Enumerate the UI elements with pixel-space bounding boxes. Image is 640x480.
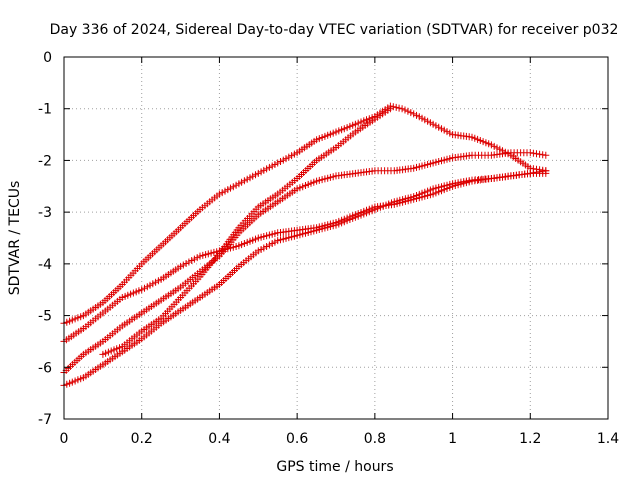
y-tick-label: -7	[38, 412, 52, 428]
grid	[64, 57, 608, 419]
x-tick-label: 0	[60, 431, 69, 447]
y-tick-label: 0	[43, 50, 52, 66]
x-tick-label: 1.2	[519, 431, 541, 447]
chart-title: Day 336 of 2024, Sidereal Day-to-day VTE…	[50, 22, 619, 38]
x-tick-label: 0.4	[208, 431, 230, 447]
y-tick-label: -6	[38, 360, 52, 376]
x-axis-title: GPS time / hours	[276, 459, 393, 475]
x-tick-label: 1.4	[597, 431, 619, 447]
axis-ticks: 0 0.2 0.4 0.6 0.8 1 1.2 1.4 0 -1 -2 -3 -4 -5 -6 -7	[38, 50, 619, 447]
x-tick-label: 0.8	[364, 431, 386, 447]
data-marks	[60, 102, 550, 389]
plot-frame	[63, 56, 609, 420]
x-tick-label: 0.2	[131, 431, 153, 447]
y-tick-label: -4	[38, 257, 52, 273]
data-point-markers	[60, 169, 550, 389]
series-track-d	[60, 169, 550, 389]
data-point-markers	[99, 105, 394, 358]
series-track-e	[99, 105, 394, 358]
x-tick-label: 1	[448, 431, 457, 447]
x-tick-label: 0.6	[286, 431, 308, 447]
y-tick-label: -2	[38, 153, 52, 169]
y-tick-label: -3	[38, 205, 52, 221]
y-tick-label: -5	[38, 309, 52, 325]
y-axis-title: SDTVAR / TECUs	[7, 181, 23, 296]
y-tick-label: -1	[38, 102, 52, 118]
